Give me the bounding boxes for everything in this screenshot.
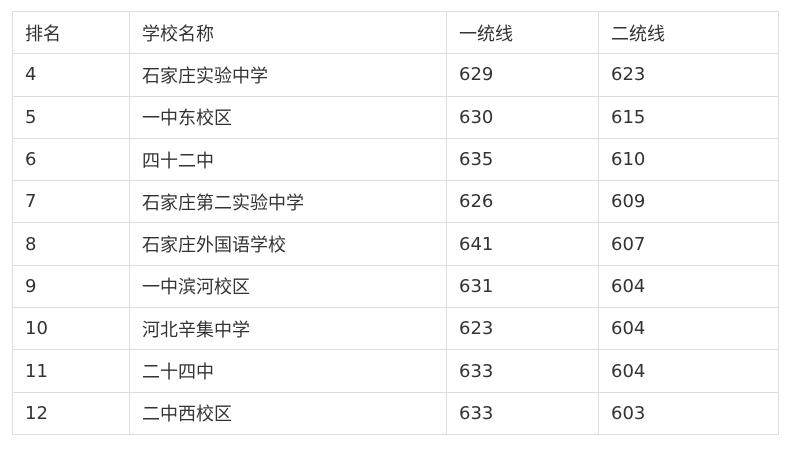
line-1-cell: 631	[446, 264, 599, 309]
rank-cell: 5	[12, 95, 130, 139]
line-2-cell: 604	[598, 349, 779, 393]
table-row: 4 石家庄实验中学 629 623	[12, 53, 779, 97]
line-1-cell: 641	[446, 222, 599, 266]
line-2-cell: 609	[598, 180, 779, 224]
line-2-cell: 615	[598, 95, 779, 139]
table-row: 5 一中东校区 630 615	[12, 95, 779, 139]
rank-cell: 6	[12, 137, 130, 182]
table-row: 11 二十四中 633 604	[12, 349, 779, 393]
rank-cell: 4	[12, 53, 130, 97]
rank-cell: 10	[12, 307, 130, 351]
table-row: 9 一中滨河校区 631 604	[12, 264, 779, 309]
school-cell: 石家庄第二实验中学	[129, 180, 447, 224]
line-2-cell: 604	[598, 307, 779, 351]
header-row: 排名 学校名称 一统线 二统线	[12, 10, 779, 55]
line-1-cell: 635	[446, 137, 599, 182]
school-cell: 石家庄实验中学	[129, 53, 447, 97]
table-row: 12 二中西校区 633 603	[12, 391, 779, 435]
line-1-cell: 633	[446, 349, 599, 393]
school-cell: 一中东校区	[129, 95, 447, 139]
school-cell: 河北辛集中学	[129, 307, 447, 351]
school-cell: 二中西校区	[129, 391, 447, 435]
header-rank: 排名	[12, 10, 130, 55]
line-2-cell: 607	[598, 222, 779, 266]
line-1-cell: 630	[446, 95, 599, 139]
line-2-cell: 604	[598, 264, 779, 309]
school-cell: 二十四中	[129, 349, 447, 393]
line-2-cell: 623	[598, 53, 779, 97]
table-row: 7 石家庄第二实验中学 626 609	[12, 180, 779, 224]
rank-cell: 8	[12, 222, 130, 266]
rank-cell: 9	[12, 264, 130, 309]
line-2-cell: 603	[598, 391, 779, 435]
rank-cell: 12	[12, 391, 130, 435]
line-1-cell: 623	[446, 307, 599, 351]
rank-cell: 11	[12, 349, 130, 393]
line-2-cell: 610	[598, 137, 779, 182]
table-row: 6 四十二中 635 610	[12, 137, 779, 182]
school-cell: 一中滨河校区	[129, 264, 447, 309]
table-row: 8 石家庄外国语学校 641 607	[12, 222, 779, 266]
table-row: 10 河北辛集中学 623 604	[12, 307, 779, 351]
header-line-1: 一统线	[446, 10, 599, 55]
school-cell: 四十二中	[129, 137, 447, 182]
rank-cell: 7	[12, 180, 130, 224]
score-table: 排名 学校名称 一统线 二统线 4 石家庄实验中学 629 623 5 一中东校区 630 6…	[12, 10, 779, 435]
header-line-2: 二统线	[598, 10, 779, 55]
line-1-cell: 633	[446, 391, 599, 435]
line-1-cell: 629	[446, 53, 599, 97]
header-school: 学校名称	[129, 10, 447, 55]
school-cell: 石家庄外国语学校	[129, 222, 447, 266]
line-1-cell: 626	[446, 180, 599, 224]
